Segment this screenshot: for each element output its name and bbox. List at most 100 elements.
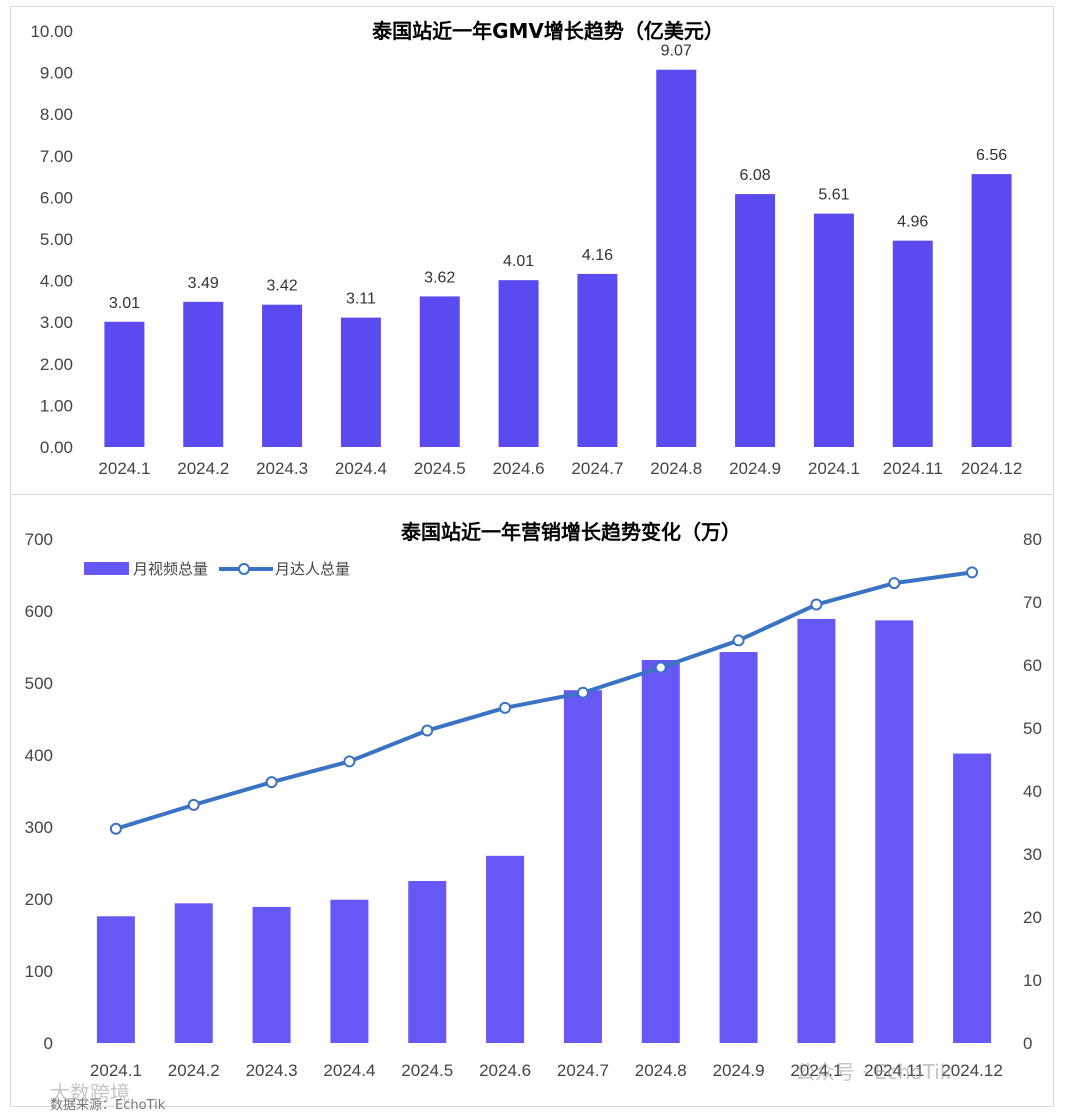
x-tick-label: 2024.6 <box>493 459 545 478</box>
gmv-data-label: 4.96 <box>897 214 928 231</box>
y-left-tick-label: 600 <box>25 602 53 621</box>
y-left-tick-label: 500 <box>25 674 53 693</box>
x-tick-label: 2024.4 <box>335 459 387 478</box>
legend-swatch-videos <box>84 562 129 575</box>
video-bar <box>174 903 213 1043</box>
gmv-bar <box>498 280 539 447</box>
creators-point <box>499 701 512 714</box>
data-source: 数据来源：EchoTik <box>50 1098 166 1113</box>
marketing-chart-panel: 泰国站近一年营销增长趋势变化（万） 月视频总量 月达人总量 0 100 200 300… <box>10 494 1054 1107</box>
legend-label-videos: 月视频总量 <box>133 560 208 578</box>
x-tick-label: 2024.5 <box>401 1061 453 1080</box>
x-tick-label: 2024.3 <box>256 459 308 478</box>
y-tick-label: 8.00 <box>40 105 73 124</box>
x-tick-label: 2024.1 <box>98 459 150 478</box>
video-bar <box>563 690 602 1043</box>
creators-line <box>115 570 973 831</box>
x-tick-label: 2024.9 <box>713 1061 765 1080</box>
creators-point <box>109 822 122 835</box>
x-tick-label: 2024.6 <box>479 1061 531 1080</box>
x-tick-label: 2024.11 <box>883 459 943 478</box>
y-tick-label: 7.00 <box>40 147 73 166</box>
gmv-bar <box>340 317 381 447</box>
gmv-data-label: 6.08 <box>740 167 771 184</box>
x-tick-label: 2024.12 <box>941 1061 1002 1080</box>
gmv-bar <box>656 69 697 448</box>
y-right-tick-label: 80 <box>1023 530 1042 549</box>
creators-point <box>966 566 979 579</box>
y-left-tick-label: 0 <box>44 1034 53 1053</box>
y-tick-label: 2.00 <box>40 355 73 374</box>
video-bar <box>719 652 758 1043</box>
gmv-data-label: 3.11 <box>346 291 376 308</box>
x-tick-label: 2024.7 <box>557 1061 609 1080</box>
gmv-chart: 泰国站近一年GMV增长趋势（亿美元） 0.00 1.00 2.00 3.00 4.00 5… <box>30 19 1022 478</box>
gmv-data-label: 4.16 <box>582 247 613 264</box>
gmv-data-label: 3.62 <box>424 269 455 286</box>
video-bar <box>486 855 525 1043</box>
y-tick-label: 5.00 <box>40 230 73 249</box>
x-tick-label: 2024.4 <box>323 1061 375 1080</box>
x-tick-label: 2024.2 <box>177 459 229 478</box>
creators-point <box>810 598 823 611</box>
creators-point <box>888 577 901 590</box>
gmv-data-label: 3.01 <box>109 295 140 312</box>
video-bar <box>953 753 992 1043</box>
y-tick-label: 0.00 <box>40 438 73 457</box>
gmv-data-label: 4.01 <box>503 253 534 270</box>
video-bar <box>408 881 447 1043</box>
video-bar <box>875 620 914 1043</box>
y-tick-label: 3.00 <box>40 313 73 332</box>
x-tick-label: 2024.8 <box>635 1061 687 1080</box>
video-bar <box>96 916 135 1043</box>
creators-point <box>187 798 200 811</box>
y-tick-label: 10.00 <box>30 22 73 41</box>
y-tick-label: 6.00 <box>40 188 73 207</box>
gmv-data-label: 9.07 <box>661 43 692 60</box>
gmv-bar <box>971 174 1012 447</box>
gmv-bar <box>183 301 224 447</box>
creators-point <box>265 776 278 789</box>
y-tick-label: 4.00 <box>40 272 73 291</box>
gmv-bar <box>892 240 933 447</box>
y-right-tick-label: 60 <box>1023 656 1042 675</box>
x-tick-label: 2024.11 <box>864 1061 924 1080</box>
y-left-tick-label: 400 <box>25 746 53 765</box>
gmv-bar <box>577 273 618 447</box>
x-tick-label: 2024.3 <box>246 1061 298 1080</box>
gmv-bar <box>419 296 460 447</box>
watermark-right: 公众号 · EchoTik <box>795 1060 952 1084</box>
x-tick-label: 2024.12 <box>961 459 1022 478</box>
gmv-bar <box>104 321 145 447</box>
creators-point <box>421 724 434 737</box>
y-right-tick-label: 70 <box>1023 593 1042 612</box>
gmv-chart-panel: 泰国站近一年GMV增长趋势（亿美元） 0.00 1.00 2.00 3.00 4.00 5… <box>10 6 1054 495</box>
creators-point <box>654 661 667 674</box>
x-tick-label: 2024.9 <box>729 459 781 478</box>
y-left-tick-label: 200 <box>25 890 53 909</box>
legend-marker-creators <box>238 563 250 575</box>
chart-title: 泰国站近一年营销增长趋势变化（万） <box>400 520 741 544</box>
video-bar <box>797 618 836 1043</box>
gmv-data-label: 6.56 <box>976 147 1007 164</box>
x-tick-label: 2024.5 <box>414 459 466 478</box>
y-right-tick-label: 20 <box>1023 908 1042 927</box>
y-tick-label: 9.00 <box>40 64 73 83</box>
gmv-data-label: 5.61 <box>818 187 849 204</box>
gmv-bar <box>735 194 776 447</box>
y-right-tick-label: 10 <box>1023 971 1042 990</box>
x-tick-label: 2024.1 <box>90 1061 142 1080</box>
video-bar <box>330 899 369 1043</box>
chart-title: 泰国站近一年GMV增长趋势（亿美元） <box>371 19 724 43</box>
y-right-tick-label: 0 <box>1023 1034 1032 1053</box>
y-left-tick-label: 300 <box>25 818 53 837</box>
x-tick-label: 2024.1 <box>808 459 860 478</box>
x-tick-label: 2024.2 <box>168 1061 220 1080</box>
y-right-tick-label: 40 <box>1023 782 1042 801</box>
y-left-tick-label: 700 <box>25 530 53 549</box>
creators-point <box>732 634 745 647</box>
gmv-bar <box>813 213 854 447</box>
video-bar <box>641 659 680 1043</box>
y-left-tick-label: 100 <box>25 962 53 981</box>
x-tick-label: 2024.1 <box>790 1061 842 1080</box>
